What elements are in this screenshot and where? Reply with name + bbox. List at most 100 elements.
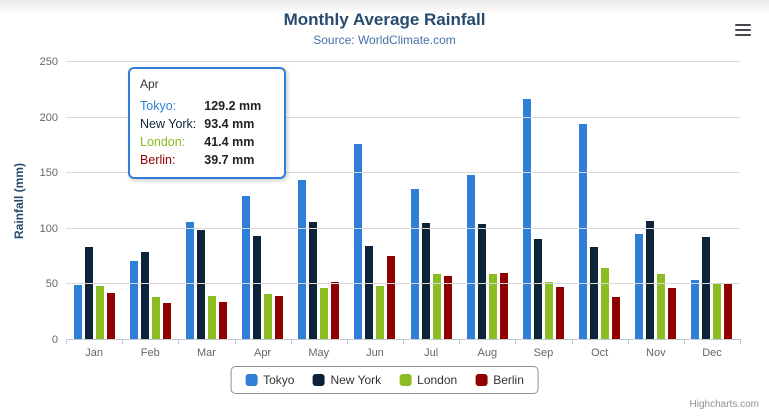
bar-tokyo-aug[interactable]	[465, 173, 476, 339]
x-axis-tick	[234, 339, 236, 344]
x-tick-label-jun: Jun	[366, 347, 384, 359]
hamburger-line	[735, 24, 751, 26]
bar-london-jan[interactable]	[94, 284, 105, 339]
tooltip-row: New York: 93.4 mm	[140, 115, 261, 133]
y-axis-title: Rainfall (mm)	[12, 163, 26, 240]
bar-london-may[interactable]	[319, 286, 330, 339]
bar-london-aug[interactable]	[487, 272, 498, 339]
bar-new-york-apr[interactable]	[252, 235, 263, 339]
hamburger-line	[735, 29, 751, 31]
column-group-nov	[628, 62, 684, 339]
column-group-jan	[66, 62, 122, 339]
bar-london-mar[interactable]	[206, 295, 217, 339]
bar-tokyo-nov[interactable]	[634, 232, 645, 339]
bar-tokyo-feb[interactable]	[128, 259, 139, 339]
legend-label-tokyo: Tokyo	[263, 373, 295, 387]
bar-new-york-oct[interactable]	[589, 246, 600, 339]
bar-tokyo-sep[interactable]	[521, 98, 532, 339]
x-tick-label-apr: Apr	[254, 347, 272, 359]
tooltip-series-value: 39.7 mm	[204, 153, 255, 167]
bar-new-york-jun[interactable]	[364, 245, 375, 339]
x-axis-tick	[66, 339, 67, 344]
chart-title: Monthly Average Rainfall	[283, 10, 486, 29]
bar-new-york-nov[interactable]	[645, 220, 656, 339]
column-group-jun	[347, 62, 403, 339]
bar-tokyo-jan[interactable]	[72, 283, 83, 339]
bar-berlin-jan[interactable]	[105, 291, 116, 339]
x-axis-tick	[740, 339, 741, 344]
bar-berlin-sep[interactable]	[554, 286, 565, 339]
bar-tokyo-mar[interactable]	[184, 220, 195, 339]
tooltip-series-value: 41.4 mm	[204, 135, 255, 149]
x-tick-label-jul: Jul	[424, 347, 439, 359]
y-tick-label: 150	[39, 167, 58, 180]
bar-new-york-may[interactable]	[308, 221, 319, 339]
bar-london-sep[interactable]	[543, 280, 554, 339]
bar-london-apr[interactable]	[263, 292, 274, 339]
x-axis-tick	[515, 339, 517, 344]
column-group-aug	[459, 62, 515, 339]
legend-swatch-tokyo	[245, 374, 258, 386]
tooltip-row: Berlin: 39.7 mm	[140, 151, 261, 169]
legend-item-london[interactable]: London	[399, 373, 457, 387]
bar-tokyo-jun[interactable]	[353, 143, 364, 339]
bar-new-york-aug[interactable]	[476, 223, 487, 339]
bar-london-nov[interactable]	[656, 273, 667, 339]
bar-tokyo-dec[interactable]	[690, 278, 701, 339]
x-axis-tick	[178, 339, 180, 344]
bar-berlin-dec[interactable]	[723, 282, 734, 339]
x-tick-label-feb: Feb	[140, 347, 160, 359]
y-tick-label: 50	[45, 278, 58, 291]
bar-london-feb[interactable]	[150, 295, 161, 339]
bar-berlin-aug[interactable]	[498, 271, 509, 339]
x-axis-tick	[571, 339, 573, 344]
legend-swatch-berlin	[475, 374, 488, 386]
tooltip-series-name: Berlin:	[140, 153, 176, 167]
x-axis-tick	[346, 339, 348, 344]
hamburger-line	[735, 34, 751, 36]
tooltip-series-value: 129.2 mm	[204, 99, 262, 113]
bar-london-jun[interactable]	[375, 285, 386, 339]
bar-tokyo-may[interactable]	[297, 178, 308, 339]
y-tick-label: 250	[39, 56, 58, 68]
bar-london-oct[interactable]	[600, 266, 611, 339]
legend-item-new-york[interactable]: New York	[312, 373, 381, 387]
bar-berlin-may[interactable]	[330, 280, 341, 339]
legend-swatch-new-york	[312, 374, 325, 386]
bar-berlin-jul[interactable]	[442, 275, 453, 339]
bar-tokyo-jul[interactable]	[409, 188, 420, 339]
x-axis-tick	[403, 339, 404, 344]
column-group-jul	[403, 62, 459, 339]
bar-berlin-nov[interactable]	[667, 286, 678, 339]
x-tick-label-nov: Nov	[646, 347, 666, 359]
bar-new-york-feb[interactable]	[139, 251, 150, 339]
bar-tokyo-apr[interactable]	[241, 195, 252, 339]
legend-item-tokyo[interactable]: Tokyo	[245, 373, 294, 387]
bar-london-dec[interactable]	[712, 282, 723, 339]
bar-new-york-jul[interactable]	[420, 222, 431, 339]
bar-tokyo-oct[interactable]	[578, 123, 589, 339]
gridline	[66, 61, 740, 62]
legend-label-new-york: New York	[330, 373, 382, 387]
bar-berlin-mar[interactable]	[217, 300, 228, 339]
bar-berlin-oct[interactable]	[611, 295, 622, 339]
y-tick-label: 200	[39, 111, 58, 124]
bar-london-jul[interactable]	[431, 273, 442, 339]
tooltip-row: London: 41.4 mm	[140, 133, 261, 151]
bar-new-york-dec[interactable]	[701, 236, 712, 339]
bar-berlin-jun[interactable]	[386, 255, 397, 339]
bar-new-york-jan[interactable]	[83, 246, 94, 339]
legend-swatch-london	[399, 374, 412, 386]
x-tick-label-dec: Dec	[702, 347, 722, 359]
x-axis-tick	[290, 339, 292, 344]
bar-berlin-feb[interactable]	[161, 302, 172, 339]
column-group-may	[291, 62, 347, 339]
legend-item-berlin[interactable]: Berlin	[475, 373, 524, 387]
export-menu-icon[interactable]	[731, 20, 755, 40]
tooltip-series-name: New York:	[140, 117, 197, 131]
credits-link[interactable]: Highcharts.com	[689, 399, 759, 410]
tooltip-table: Tokyo: 129.2 mm New York: 93.4 mm London: 41.…	[140, 97, 261, 169]
bar-berlin-apr[interactable]	[274, 294, 285, 339]
plot-area	[66, 61, 741, 344]
bar-new-york-sep[interactable]	[532, 237, 543, 339]
